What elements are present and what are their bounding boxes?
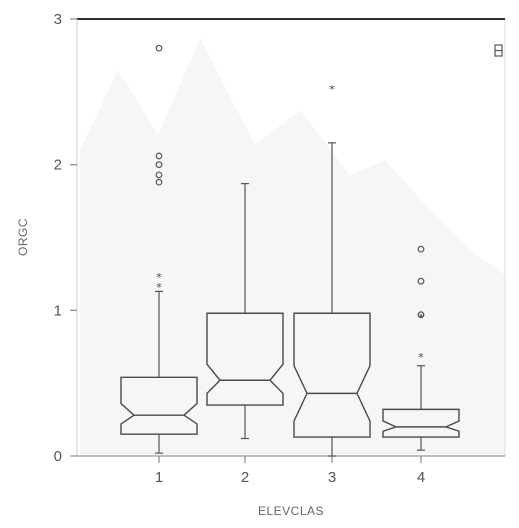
outlier-star: * — [156, 281, 162, 294]
outlier-circle — [155, 44, 163, 52]
x-tick-label: 4 — [417, 469, 425, 486]
outlier-circle — [155, 161, 163, 169]
y-tick-label: 3 — [54, 11, 62, 28]
x-tick-label: 2 — [241, 469, 249, 486]
background-texture — [80, 38, 505, 455]
outlier-circle — [417, 277, 425, 285]
x-tick-label: 1 — [155, 469, 163, 486]
corner-marker-icon — [494, 44, 503, 57]
box-4: ** — [382, 245, 460, 451]
outlier-circle — [417, 311, 425, 319]
box-1: ** — [120, 44, 198, 454]
outlier-circle — [155, 171, 163, 179]
x-axis-title: ELEVCLAS — [258, 504, 324, 518]
outlier-circle — [155, 152, 163, 160]
y-tick-label: 2 — [54, 157, 62, 174]
box-2 — [206, 183, 284, 440]
notched-box — [293, 312, 371, 438]
x-tick-label: 3 — [328, 469, 336, 486]
box-series: ***** — [120, 44, 460, 457]
y-tick-label: 0 — [54, 448, 62, 465]
outlier-circle — [417, 245, 425, 253]
y-tick-label: 1 — [54, 302, 62, 319]
notched-box — [382, 408, 460, 438]
box-3: * — [293, 83, 371, 457]
notched-box — [120, 376, 198, 435]
outlier-circle — [155, 178, 163, 186]
outlier-star: * — [418, 351, 424, 364]
y-axis-ticks: 0 1 2 3 — [54, 11, 77, 465]
outlier-star: * — [418, 312, 424, 325]
x-axis-ticks: 1 2 3 4 — [155, 456, 425, 486]
y-axis-title: ORGC — [16, 218, 30, 256]
outlier-star: * — [156, 271, 162, 284]
notched-box — [206, 312, 284, 406]
outlier-star: * — [329, 83, 335, 96]
